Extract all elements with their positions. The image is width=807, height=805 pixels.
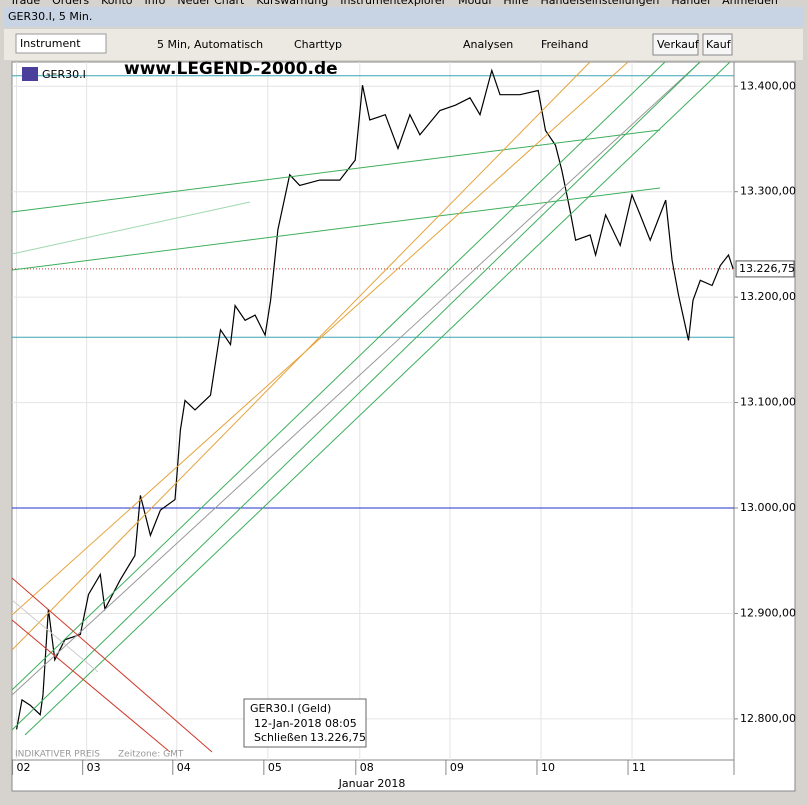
x-tick-label: 11 [632,761,646,774]
menu-item: Kurswarnung [256,0,328,7]
trend-lines [11,61,731,753]
x-tick-label: 05 [268,761,282,774]
chart-panel [11,61,796,792]
menu-item: Instrumentexplorer [340,0,446,7]
menu-item: Konto [101,0,133,7]
interval-dropdown[interactable]: 5 Min, Automatisch [157,38,263,51]
menu-item: Modul [458,0,491,7]
menu-item: Info [145,0,166,7]
y-tick-label: 13.100,00 [740,396,796,409]
instrument-icon [22,67,38,81]
y-tick-label: 13.300,00 [740,185,796,198]
buy-button[interactable] [702,33,733,56]
tooltip-value: 13.226,75 [310,731,366,744]
freehand-dropdown[interactable]: Freihand [541,38,588,51]
window-title: GER30.I, 5 Min. [8,10,92,23]
menu-bar: Trade Orders Konto Info Neuer Chart Kurswarnu… [9,0,778,7]
sell-button[interactable] [652,33,699,56]
instrument-input[interactable]: Instrument [20,37,81,50]
last-price-box [735,260,795,278]
y-tick-label: 13.400,00 [740,79,796,92]
instrument-label[interactable]: GER30.I [42,68,86,81]
instrument-box[interactable] [15,33,107,54]
tooltip-time: 12-Jan-2018 08:05 [254,717,357,730]
x-tick-label: 03 [87,761,101,774]
x-tick-label: 02 [17,761,31,774]
indicative-note: INDIKATIVER PREIS [15,750,100,760]
y-tick-label: 13.200,00 [740,290,796,303]
buy-label[interactable]: Kauf [706,38,732,51]
price-line [16,68,734,730]
menu-item: Orders [52,0,89,7]
menu-item: Handel [671,0,710,7]
last-price-label: 13.226,75 [739,262,795,275]
menu-item: Hilfe [503,0,528,7]
y-tick-label: 13.000,00 [740,501,796,514]
plot: 12.800,00 12.900,00 13.000,00 13.100,00 13.2… [12,62,796,775]
charttype-dropdown[interactable]: Charttyp [294,38,342,51]
y-tick-label: 12.800,00 [740,712,796,725]
title-bar [4,7,803,27]
tooltip-field: Schließen [254,731,308,744]
menu-item: Neuer Chart [177,0,245,7]
y-tick-label: 12.900,00 [740,606,796,619]
watermark: www.LEGEND-2000.de [124,59,338,79]
x-tick-label: 04 [177,761,191,774]
menu-item: Handelseinstellungen [540,0,659,7]
analyses-dropdown[interactable]: Analysen [463,38,513,51]
tooltip-title: GER30.I (Geld) [250,702,331,715]
menu-item: Anmelden [722,0,778,7]
menu-item: Trade [9,0,40,7]
x-tick-label: 08 [360,761,374,774]
timezone-note: Zeitzone: GMT [118,750,184,760]
tooltip-box [243,698,367,748]
x-tick-label: 10 [541,761,555,774]
x-tick-label: 09 [450,761,464,774]
x-axis-title: Januar 2018 [338,777,406,790]
sell-label[interactable]: Verkauf [657,38,700,51]
